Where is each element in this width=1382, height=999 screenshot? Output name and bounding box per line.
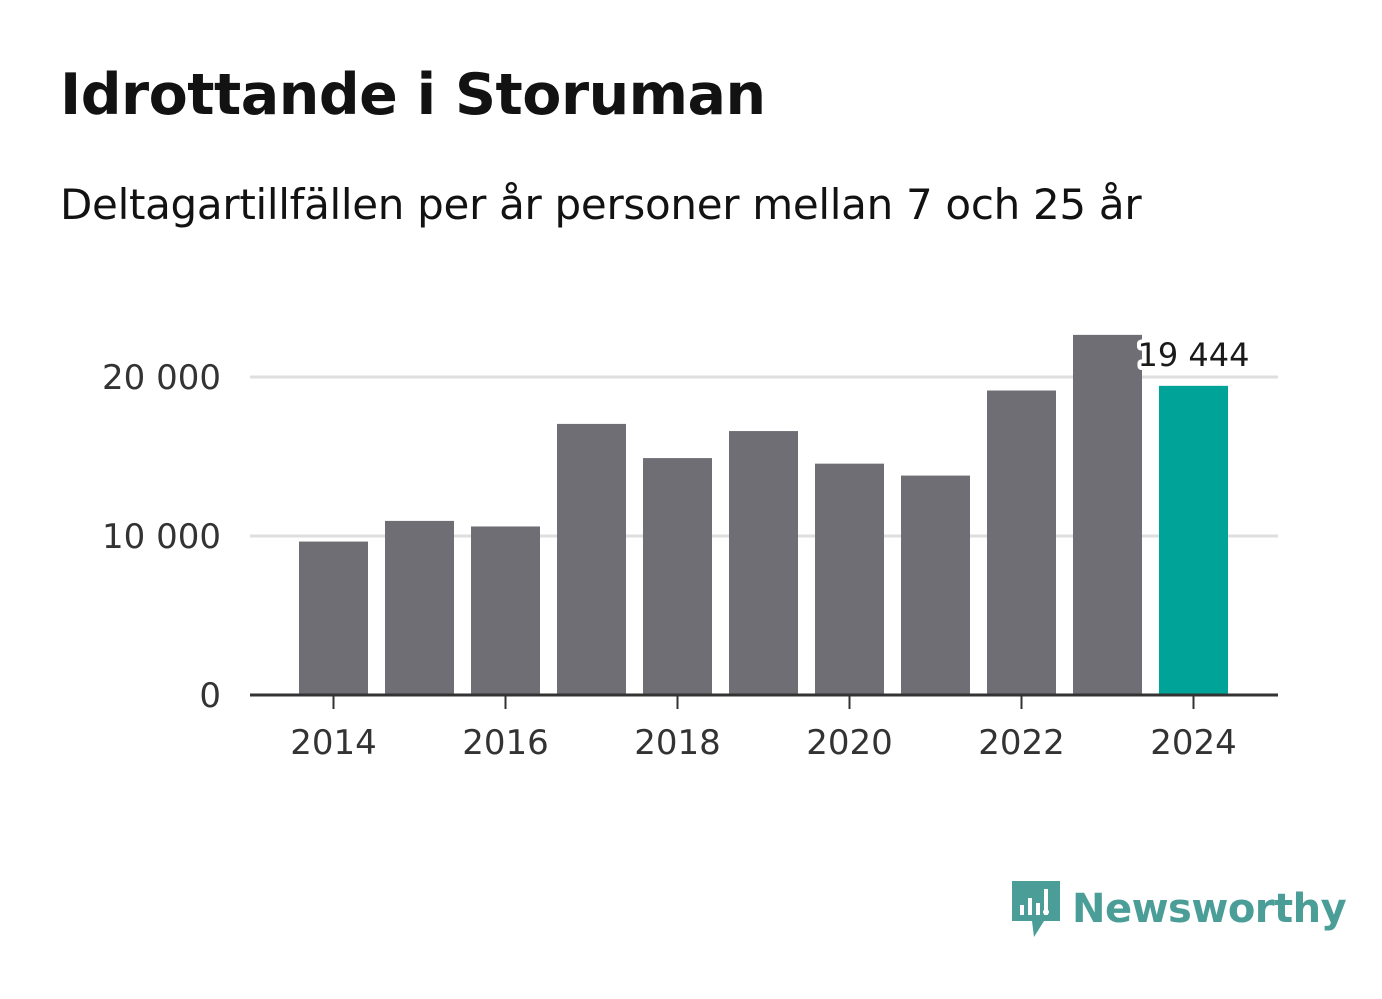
newsworthy-chart-bubble-icon <box>1012 881 1060 937</box>
y-tick-label: 0 <box>199 676 221 716</box>
y-tick-label: 20 000 <box>102 358 221 398</box>
brand-name: Newsworthy <box>1072 886 1347 932</box>
x-tick-label: 2024 <box>1150 723 1237 763</box>
x-tick-label: 2022 <box>978 723 1065 763</box>
x-axis-labels: 2014 2016 2018 2020 2022 2024 <box>290 723 1237 763</box>
bar <box>385 520 454 695</box>
bar <box>299 541 368 695</box>
bar <box>987 390 1056 695</box>
bar <box>643 458 712 695</box>
bar-highlight <box>1159 385 1228 695</box>
x-tick-label: 2014 <box>290 723 377 763</box>
x-tick-label: 2020 <box>806 723 893 763</box>
x-axis <box>250 693 1278 709</box>
y-axis-labels: 0 10 000 20 000 <box>102 358 221 716</box>
chart-subtitle: Deltagartillfällen per år personer mella… <box>60 180 1142 229</box>
bar <box>815 463 884 695</box>
newsworthy-logo: Newsworthy <box>1010 878 1347 940</box>
bars <box>299 334 1228 695</box>
bar <box>1073 334 1142 695</box>
y-tick-label: 10 000 <box>102 517 221 557</box>
bar <box>729 431 798 695</box>
bar <box>557 423 626 695</box>
data-label: 19 444 <box>1138 336 1250 374</box>
bar <box>901 475 970 695</box>
bar <box>471 526 540 695</box>
x-tick-label: 2016 <box>462 723 549 763</box>
x-tick-label: 2018 <box>634 723 721 763</box>
chart-title: Idrottande i Storuman <box>60 62 766 128</box>
data-label-halo: 19 444 <box>1138 336 1250 374</box>
